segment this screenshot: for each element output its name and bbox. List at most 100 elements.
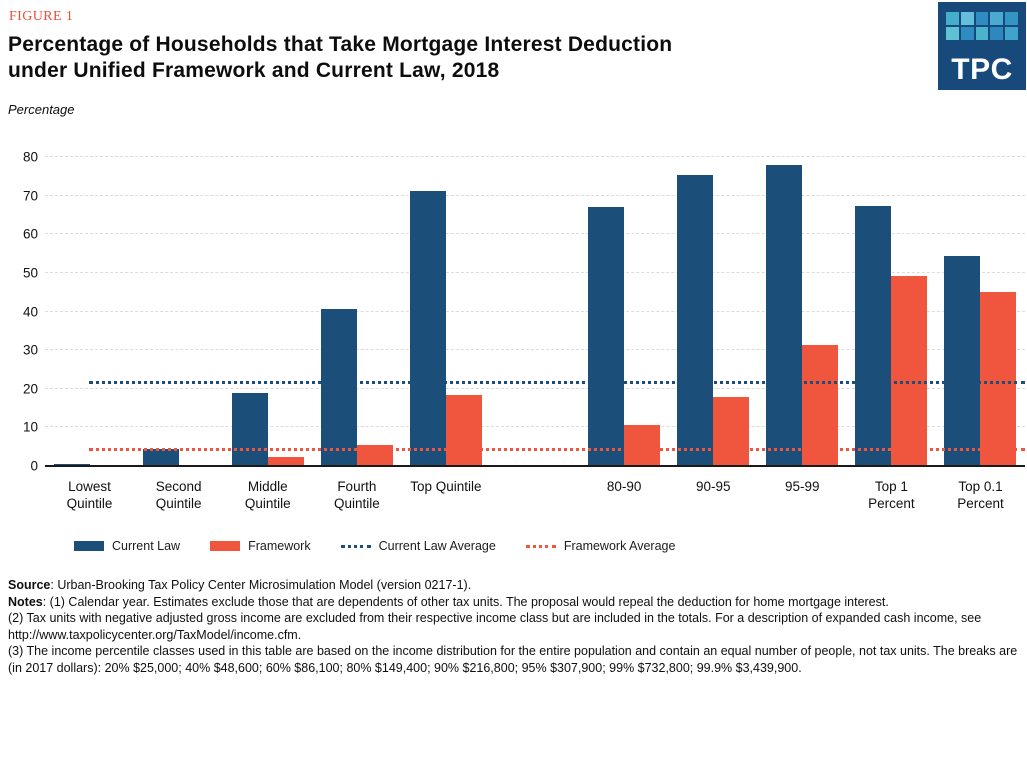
- gridline-50: [45, 271, 1025, 273]
- y-tick-label-0: 0: [30, 458, 38, 474]
- gridline-40: [45, 310, 1025, 312]
- source-label: Source: [8, 578, 51, 592]
- logo-square-10: [1005, 27, 1018, 40]
- y-tick-label-10: 10: [22, 419, 38, 435]
- y-tick-label-50: 50: [22, 265, 38, 281]
- gridline-80: [45, 156, 1025, 157]
- logo-square-1: [946, 12, 959, 25]
- bar-framework-middle-quintile: [267, 457, 304, 466]
- y-tick-label-60: 60: [22, 226, 38, 242]
- legend-item-current-law: Current Law: [74, 539, 180, 553]
- bar-group-80-90: [580, 157, 669, 466]
- bar-group-second-quintile: [134, 157, 223, 466]
- bar-current-law-top-0-1-percent: [944, 255, 981, 466]
- figure-label: FIGURE 1: [9, 9, 74, 24]
- logo-square-5: [1005, 12, 1018, 25]
- bar-group-top-1-percent: [847, 157, 936, 466]
- bar-current-law-top-1-percent: [855, 206, 892, 466]
- y-axis: 0 10 20 30 40 50 60 70 80: [0, 150, 38, 474]
- bar-framework-90-95: [713, 396, 750, 466]
- logo-square-4: [990, 12, 1004, 25]
- notes-text-1: : (1) Calendar year. Estimates exclude t…: [42, 594, 889, 609]
- legend-swatch-framework-average: [525, 544, 556, 548]
- logo-square-8: [975, 27, 989, 40]
- legend-item-current-law-average: Current Law Average: [340, 539, 496, 553]
- y-tick-label-30: 30: [22, 342, 38, 358]
- tpc-logo-grid: [946, 12, 1018, 40]
- y-tick-label-40: 40: [22, 304, 38, 319]
- y-axis-unit-label: Percentage: [8, 102, 75, 117]
- gridline-60: [45, 233, 1025, 235]
- bar-framework-top-quintile: [445, 394, 482, 466]
- legend-label-current-law-average: Current Law Average: [378, 539, 496, 553]
- bar-group-fourth-quintile: [312, 157, 401, 466]
- bar-group-spacer: [490, 157, 579, 466]
- reference-line-current-law-average: [89, 381, 1025, 385]
- bar-group-95-99: [758, 157, 847, 466]
- legend-item-framework: Framework: [210, 539, 311, 553]
- bar-current-law-top-quintile: [409, 191, 446, 466]
- legend-swatch-current-law-average: [340, 544, 371, 548]
- bar-framework-top-0-1-percent: [980, 292, 1017, 466]
- bar-current-law-second-quintile: [142, 448, 179, 466]
- page-title: Percentage of Households that Take Mortg…: [8, 33, 673, 82]
- x-tick-label-middle-quintile: Middle Quintile: [244, 479, 291, 511]
- logo-square-6: [946, 27, 959, 40]
- bar-current-law-90-95: [677, 175, 714, 466]
- legend: Current Law Framework Current Law Average F…: [74, 539, 675, 553]
- bar-chart: 0 10 20 30 40 50 60 70 80 Lowest Quintile Second …: [0, 140, 1027, 520]
- x-tick-label-95-99: 95-99: [785, 479, 820, 494]
- bar-current-law-middle-quintile: [231, 393, 268, 466]
- bar-group-top-quintile: [401, 157, 490, 466]
- y-tick-label-80: 80: [22, 149, 38, 165]
- legend-item-framework-average: Framework Average: [525, 539, 675, 553]
- source-text: : Urban-Brooking Tax Policy Center Micro…: [50, 578, 472, 592]
- logo-square-9: [990, 27, 1004, 40]
- x-axis-labels: Lowest Quintile Second Quintile Middle Qui…: [45, 478, 1025, 512]
- bar-framework-80-90: [624, 424, 661, 466]
- bar-framework-top-1-percent: [891, 275, 928, 466]
- bar-current-law-95-99: [766, 164, 803, 466]
- bars-row: [45, 157, 1025, 466]
- legend-label-framework: Framework: [248, 539, 311, 553]
- notes-line-2: (2) Tax units with negative adjusted gro…: [8, 611, 982, 642]
- x-axis-line: [45, 465, 1025, 467]
- gridline-30: [45, 349, 1025, 351]
- notes-line-1: Notes: (1) Calendar year. Estimates excl…: [8, 594, 1021, 611]
- gridline-70: [45, 194, 1025, 196]
- notes-line-3: (3) The income percentile classes used i…: [8, 644, 1018, 675]
- legend-swatch-framework: [210, 541, 241, 551]
- x-tick-label-80-90: 80-90: [606, 479, 642, 494]
- logo-square-2: [960, 12, 974, 25]
- reference-line-framework-average: [89, 447, 1025, 451]
- x-tick-label-top-0-1-percent: Top 0.1 Percent: [957, 479, 1004, 511]
- bar-group-middle-quintile: [223, 157, 312, 466]
- source-line: Source: Urban-Brooking Tax Policy Center…: [8, 577, 1021, 594]
- logo-square-3: [975, 12, 989, 25]
- x-tick-label-second-quintile: Second Quintile: [155, 479, 202, 511]
- logo-square-7: [960, 27, 974, 40]
- bar-framework-95-99: [802, 345, 839, 466]
- gridline-20: [45, 387, 1025, 389]
- bar-group-90-95: [669, 157, 758, 466]
- tpc-logo: TPC: [938, 2, 1026, 90]
- y-tick-label-70: 70: [22, 188, 38, 204]
- footer-notes: Source: Urban-Brooking Tax Policy Center…: [8, 577, 1021, 676]
- gridline-10: [45, 426, 1025, 428]
- x-tick-label-lowest-quintile: Lowest Quintile: [66, 479, 113, 511]
- bar-group-lowest-quintile: [45, 157, 134, 466]
- plot-area: [45, 156, 1025, 467]
- x-tick-label-fourth-quintile: Fourth Quintile: [333, 479, 380, 511]
- legend-label-current-law: Current Law: [112, 539, 181, 553]
- legend-swatch-current-law: [74, 541, 104, 551]
- x-tick-label-top-1-percent: Top 1 Percent: [868, 479, 915, 511]
- tpc-logo-text: TPC: [951, 53, 1013, 86]
- y-tick-label-20: 20: [22, 381, 38, 397]
- notes-label: Notes: [8, 594, 43, 609]
- bar-group-top-0-1-percent: [936, 157, 1025, 466]
- x-tick-label-top-quintile: Top Quintile: [410, 479, 482, 494]
- bar-current-law-fourth-quintile: [320, 309, 357, 466]
- x-tick-label-90-95: 90-95: [695, 479, 731, 494]
- bar-current-law-80-90: [588, 207, 625, 466]
